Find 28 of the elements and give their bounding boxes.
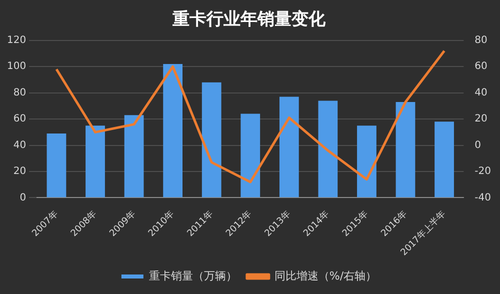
legend-label: 重卡销量（万辆）	[148, 269, 237, 282]
y-tick-label: 80	[13, 87, 26, 98]
y-tick-label: 20	[13, 166, 26, 178]
bar	[240, 114, 260, 198]
bar	[279, 96, 299, 198]
y2-tick-label: -40	[474, 192, 492, 204]
y-tick-label: 100	[6, 61, 26, 72]
bar	[434, 122, 454, 198]
bar	[396, 102, 416, 198]
chart-title: 重卡行业年销量变化	[172, 10, 326, 30]
y2-tick-label: 60	[474, 61, 488, 72]
bar	[318, 100, 338, 198]
y-tick-label: 40	[13, 140, 26, 151]
bar	[357, 126, 376, 198]
bar	[86, 126, 105, 198]
legend-label: 同比增速（%/右轴）	[274, 269, 377, 282]
bar	[46, 133, 66, 198]
bar	[124, 115, 144, 198]
y2-tick-label: 40	[474, 87, 488, 98]
y2-tick-label: 0	[474, 140, 482, 151]
y2-tick-label: 20	[474, 114, 488, 125]
bar	[202, 82, 222, 198]
bar	[163, 64, 183, 198]
y-tick-label: 0	[20, 192, 26, 204]
y-tick-label: 120	[6, 34, 26, 46]
y2-tick-label: -20	[474, 166, 492, 178]
y2-tick-label: 80	[474, 34, 488, 46]
y-tick-label: 60	[13, 114, 26, 125]
